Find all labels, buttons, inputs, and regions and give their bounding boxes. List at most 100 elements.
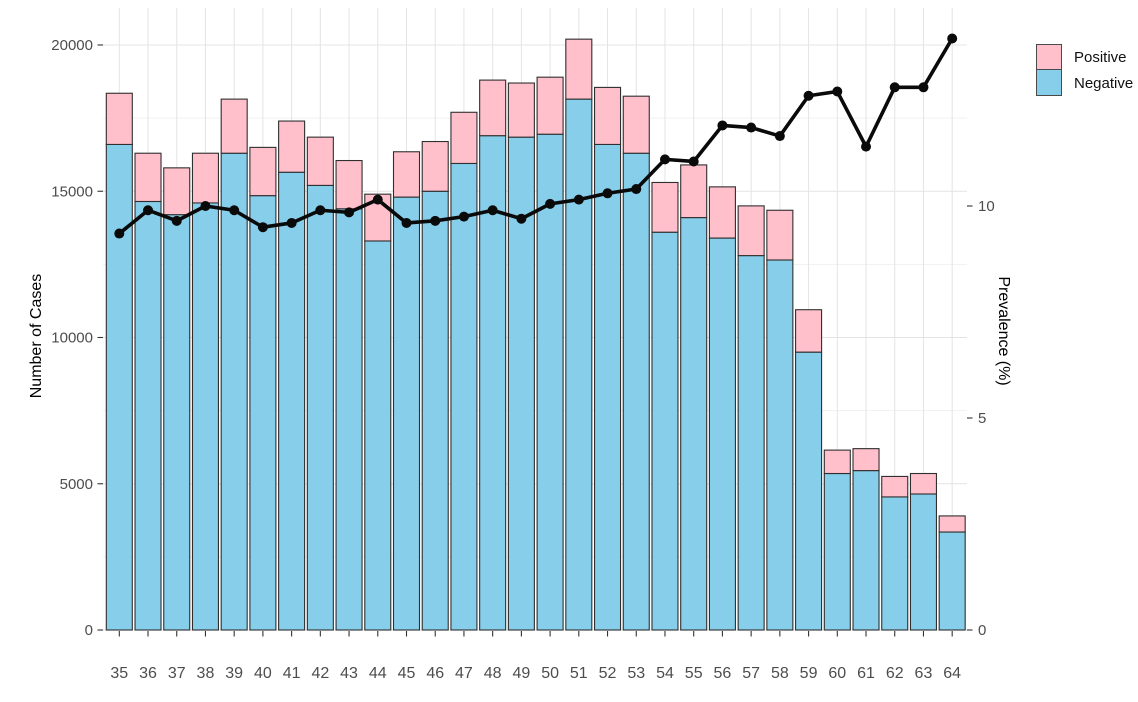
prevalence-point: [631, 184, 642, 195]
bar-negative-segment: [191, 202, 220, 631]
bar-positive-segment: [392, 151, 421, 198]
x-axis-tick-label: 59: [800, 665, 818, 682]
bar-negative-segment: [421, 190, 449, 631]
bar-negative-segment: [335, 208, 363, 631]
legend-key-negative-swatch: [1036, 70, 1062, 96]
bar-positive-segment: [852, 448, 880, 472]
prevalence-point: [861, 141, 872, 152]
bar-positive-segment: [536, 76, 564, 135]
right-axis-tick-label: 0: [978, 622, 986, 639]
prevalence-point: [947, 33, 958, 44]
bar-positive-segment: [306, 136, 334, 186]
bar-positive-segment: [708, 186, 736, 239]
x-axis-tick-label: 47: [455, 665, 473, 682]
bar-positive-segment: [335, 159, 363, 210]
prevalence-point: [200, 201, 211, 211]
prevalence-point: [602, 188, 613, 199]
bar-positive-segment: [651, 181, 679, 233]
bar-positive-segment: [105, 92, 133, 145]
x-axis-tick-label: 55: [685, 665, 703, 682]
bar-negative-segment: [105, 143, 133, 631]
x-axis-tick-label: 37: [168, 665, 186, 682]
x-axis-tick-label: 39: [225, 665, 243, 682]
bar-positive-segment: [507, 82, 535, 138]
bar-negative-segment: [938, 531, 966, 631]
x-axis-tick-label: 41: [283, 665, 301, 682]
bar-positive-segment: [479, 79, 507, 137]
bar-positive-segment: [823, 449, 851, 475]
bar-positive-segment: [134, 152, 162, 203]
prevalence-point: [257, 222, 268, 233]
prevalence-point: [143, 205, 154, 216]
x-axis-tick-label: 57: [742, 665, 760, 682]
left-axis-tick-label: 5000: [60, 476, 93, 493]
prevalence-point: [545, 198, 556, 209]
x-axis-tick-label: 64: [943, 665, 961, 682]
x-axis-tick-label: 52: [599, 665, 617, 682]
x-axis-tick-label: 42: [311, 665, 329, 682]
bar-negative-segment: [163, 214, 191, 631]
bar-negative-segment: [134, 200, 162, 631]
prevalence-point: [918, 82, 929, 93]
bar-negative-segment: [507, 136, 535, 631]
prevalence-point: [458, 211, 469, 222]
bar-negative-segment: [737, 255, 765, 631]
prevalence-point: [803, 90, 814, 101]
left-axis-tick-label: 20000: [51, 37, 93, 54]
bar-negative-segment: [766, 259, 794, 631]
prevalence-point: [516, 213, 527, 224]
x-axis-tick-label: 51: [570, 665, 588, 682]
prevalence-point: [832, 86, 843, 97]
x-axis-tick-label: 63: [915, 665, 933, 682]
x-axis-tick-label: 50: [541, 665, 559, 682]
bar-negative-segment: [593, 143, 622, 631]
left-axis-title: Number of Cases: [28, 273, 45, 399]
prevalence-point: [889, 82, 900, 93]
bar-negative-segment: [479, 135, 507, 631]
legend: Positive Negative: [1036, 44, 1133, 96]
x-axis-tick-label: 40: [254, 665, 272, 682]
x-axis-tick-label: 48: [484, 665, 502, 682]
bar-negative-segment: [852, 470, 880, 631]
bar-negative-segment: [680, 217, 708, 631]
prevalence-point: [659, 154, 670, 165]
bar-positive-segment: [220, 98, 248, 154]
prevalence-point: [286, 217, 297, 228]
bar-positive-segment: [909, 472, 938, 495]
prevalence-point: [487, 205, 498, 216]
bar-negative-segment: [823, 472, 851, 631]
bar-negative-segment: [708, 237, 736, 631]
bar-negative-segment: [249, 195, 277, 631]
left-axis-tick-label: 0: [85, 622, 93, 639]
x-axis-tick-label: 43: [340, 665, 358, 682]
prevalence-point: [229, 205, 240, 216]
x-axis-tick-label: 53: [627, 665, 645, 682]
x-axis-tick-label: 60: [828, 665, 846, 682]
bar-negative-segment: [278, 171, 306, 631]
bar-negative-segment: [881, 496, 909, 631]
bar-positive-segment: [565, 38, 593, 100]
right-axis-tick-label: 10: [978, 198, 995, 215]
prevalence-point: [372, 194, 383, 205]
left-axis-tick-label: 15000: [51, 183, 93, 200]
x-axis-tick-label: 62: [886, 665, 904, 682]
prevalence-point: [401, 217, 412, 228]
right-axis-tick-label: 5: [978, 410, 986, 427]
prevalence-point: [774, 131, 785, 142]
bar-negative-segment: [220, 152, 248, 631]
bar-positive-segment: [191, 152, 220, 204]
bar-positive-segment: [163, 167, 191, 216]
bar-positive-segment: [421, 140, 449, 192]
bar-negative-segment: [392, 196, 421, 631]
prevalence-point: [746, 122, 757, 133]
left-axis-tick-label: 10000: [51, 330, 93, 347]
x-axis-tick-label: 54: [656, 665, 674, 682]
legend-item-negative: Negative: [1036, 70, 1133, 96]
bar-negative-segment: [909, 493, 938, 631]
bar-positive-segment: [938, 515, 966, 533]
bar-negative-segment: [536, 133, 564, 631]
x-axis-tick-label: 46: [426, 665, 444, 682]
legend-label-positive: Positive: [1074, 48, 1127, 66]
legend-item-positive: Positive: [1036, 44, 1133, 70]
